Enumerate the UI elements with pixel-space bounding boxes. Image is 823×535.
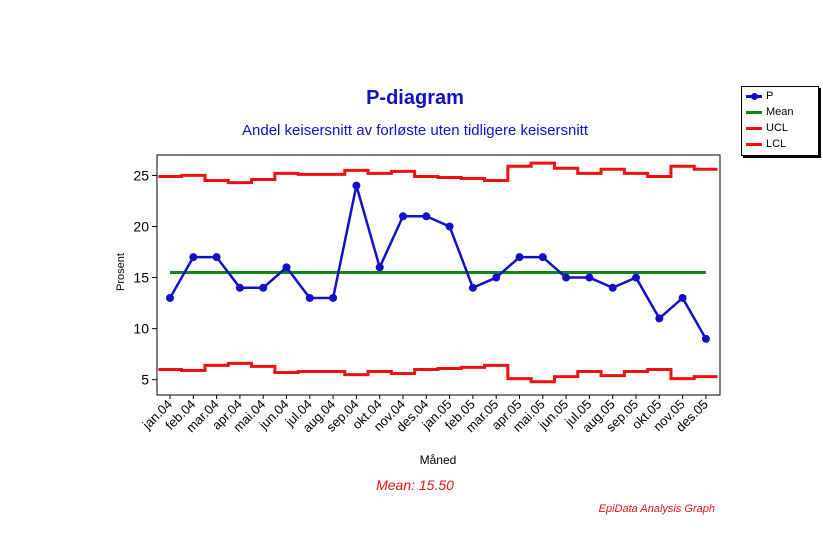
- legend-label-p: P: [766, 90, 774, 102]
- mean-annotation: Mean: 15.50: [376, 477, 454, 493]
- legend: P Mean UCL LCL: [741, 86, 819, 156]
- legend-item-mean: Mean: [746, 104, 794, 120]
- legend-item-ucl: UCL: [746, 120, 788, 136]
- series-p-point: [305, 293, 314, 302]
- plot-area: [156, 154, 721, 396]
- series-p-point: [259, 283, 268, 292]
- series-lcl-line: [158, 361, 718, 384]
- series-p-point: [538, 253, 547, 262]
- series-p-point: [655, 314, 664, 323]
- series-layer: [158, 161, 718, 384]
- y-tick-label: 25: [133, 167, 149, 183]
- series-p-point: [189, 253, 198, 262]
- series-p-point: [399, 212, 407, 221]
- footer-annotation: EpiData Analysis Graph: [599, 503, 715, 515]
- series-p-point: [562, 273, 571, 282]
- chart-title: P-diagram: [366, 87, 464, 109]
- chart-subtitle: Andel keisersnitt av forløste uten tidli…: [242, 122, 589, 139]
- series-p-point: [235, 283, 244, 292]
- series-p-point: [212, 253, 221, 262]
- legend-swatch-lcl: [746, 142, 762, 146]
- legend-item-lcl: LCL: [746, 136, 786, 152]
- y-axis: 5 10 15 20 25: [133, 167, 157, 388]
- series-p-point: [329, 293, 338, 302]
- legend-label-ucl: UCL: [766, 122, 789, 134]
- series-p-line: [168, 184, 707, 340]
- series-p-point: [166, 293, 174, 302]
- x-axis: jan.04feb.04mar.04apr.04mai.04jun.04jul.…: [139, 395, 711, 435]
- series-p-point: [352, 181, 361, 190]
- y-tick-label: 10: [133, 321, 149, 337]
- series-p-point: [701, 334, 710, 343]
- legend-swatch-mean: [746, 110, 762, 114]
- series-p-point: [585, 273, 594, 282]
- series-ucl-line: [158, 161, 718, 185]
- legend-swatch-ucl: [746, 126, 762, 130]
- legend-label-lcl: LCL: [766, 138, 787, 150]
- series-p-point: [678, 293, 687, 302]
- series-p-point: [515, 253, 524, 262]
- series-p-point: [608, 283, 617, 292]
- legend-item-p: P: [746, 88, 773, 104]
- series-p-point: [375, 263, 384, 272]
- x-axis-label: Måned: [420, 453, 457, 467]
- series-p-point: [632, 273, 640, 282]
- y-axis-label: Prosent: [115, 253, 127, 291]
- series-p-point: [445, 222, 454, 231]
- y-tick-label: 20: [133, 218, 149, 234]
- y-tick-label: 5: [141, 372, 149, 388]
- series-p-point: [282, 263, 291, 272]
- series-p-point: [492, 273, 501, 282]
- series-p-point: [468, 283, 477, 292]
- legend-label-mean: Mean: [766, 106, 794, 118]
- legend-swatch-p: [746, 92, 762, 100]
- series-p-point: [422, 212, 431, 221]
- y-tick-label: 15: [133, 270, 149, 286]
